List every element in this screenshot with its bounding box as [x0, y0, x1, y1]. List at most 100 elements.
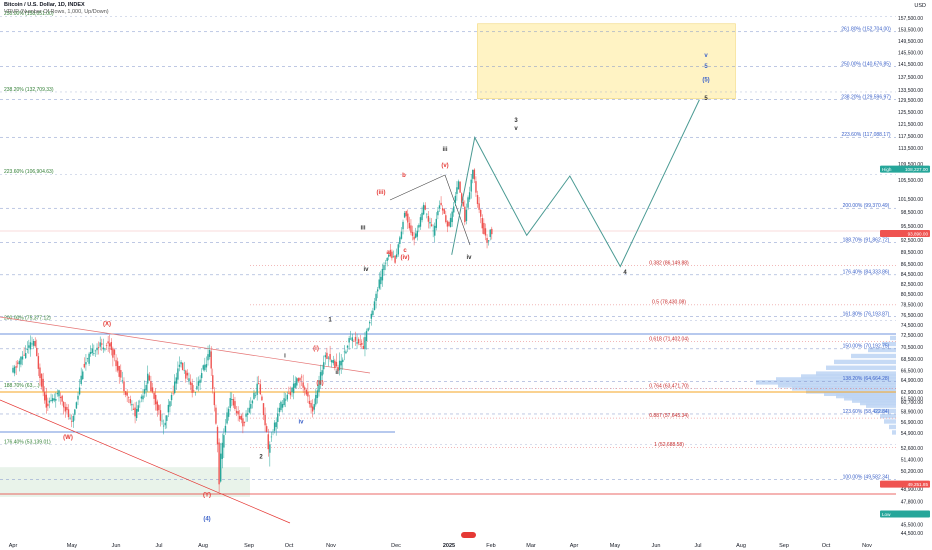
candle-body: [262, 403, 265, 416]
candle-body: [292, 383, 295, 394]
candle-body: [376, 289, 379, 292]
fib-label: 100.00% (49,582.34): [843, 474, 890, 480]
candle-body: [407, 213, 409, 223]
volume-bar: [851, 353, 896, 359]
candle-body: [315, 394, 317, 405]
candle-body: [480, 209, 482, 217]
time-axis-bg: [0, 540, 932, 550]
candle-body: [443, 209, 445, 214]
time-axis[interactable]: Apr May Jun Jul Aug Sep Oct Nov Dec 2025 Feb Mar Apr…: [0, 532, 932, 550]
candle-body: [185, 370, 187, 379]
candle-body: [422, 204, 425, 215]
candle-body: [242, 418, 244, 427]
wave-label: c: [403, 248, 407, 254]
candle-body: [373, 301, 376, 310]
volume-bar: [756, 380, 896, 385]
candle-body: [381, 268, 384, 281]
candle-body: [47, 403, 49, 407]
wave-label: (Y): [203, 493, 211, 499]
price-tick-label: 70,500.00: [901, 345, 923, 351]
price-tick-label: 113,500.00: [898, 146, 923, 152]
candle-body: [237, 411, 239, 415]
candle-body: [429, 221, 431, 224]
time-tick-label: Nov: [326, 543, 336, 549]
candle-body: [39, 367, 41, 379]
volume-bar: [826, 365, 896, 370]
candle-body: [99, 342, 101, 347]
candle-body: [288, 393, 290, 394]
candle-body: [340, 360, 342, 366]
candle-body: [124, 391, 127, 395]
indicator-label[interactable]: VRVP (Number Of Rows, 1,000, Up/Down): [4, 9, 109, 15]
volume-bar: [866, 403, 896, 408]
candle-body: [161, 420, 163, 422]
candle-body: [256, 383, 258, 395]
candle-body: [94, 350, 97, 352]
price-tick-label: 86,500.00: [901, 262, 923, 268]
price-badge-value: 93,890.00: [908, 231, 929, 236]
symbol-title[interactable]: Bitcoin / U.S. Dollar, 1D, INDEX: [4, 2, 85, 8]
candle-body: [91, 348, 93, 353]
wave-label: (W): [63, 435, 73, 441]
candle-body: [153, 392, 155, 399]
candle-body: [139, 401, 141, 403]
fib-label-left: 250.00% (158,051.00): [4, 11, 54, 17]
volume-bar: [874, 408, 896, 414]
target-zone: [0, 23, 736, 497]
candle-body: [472, 169, 474, 179]
candle-body: [85, 362, 87, 365]
candle-body: [69, 417, 71, 419]
candle-body: [123, 381, 125, 392]
candle-body: [475, 181, 477, 193]
time-tick-label: May: [610, 543, 621, 549]
candle-body: [346, 345, 349, 348]
candle-body: [178, 364, 181, 367]
wave-label: 1: [328, 318, 332, 324]
fib-label-left: 200.00% (75,377.12): [4, 315, 51, 321]
candle-body: [213, 392, 216, 406]
candle-body: [310, 403, 312, 408]
wave-label: (v): [441, 163, 448, 169]
candle-body: [131, 404, 133, 406]
time-tick-label: Aug: [736, 543, 746, 549]
volume-bar: [844, 396, 896, 401]
candle-body: [319, 372, 322, 385]
candle-body: [40, 373, 43, 387]
candle-body: [491, 228, 493, 235]
volume-bar: [816, 371, 896, 376]
candle-body: [89, 352, 92, 355]
candle-body: [389, 249, 392, 257]
price-axis-bg: [896, 0, 932, 550]
candle-body: [375, 293, 377, 301]
candle-body: [199, 379, 201, 383]
candle-body: [164, 422, 166, 426]
price-badge: [880, 230, 930, 238]
volume-profile: [756, 335, 896, 435]
candle-body: [174, 381, 176, 394]
price-axis[interactable]: 157,500.00 153,500.00 149,500.00 145,500.00…: [880, 0, 932, 550]
candle-body: [278, 407, 281, 413]
fib-label: 261.80% (152,704.00): [841, 27, 891, 33]
candle-body: [215, 407, 217, 424]
candlesticks[interactable]: [12, 168, 493, 492]
candle-body: [97, 347, 100, 349]
candle-body: [465, 209, 468, 221]
currency-label: USD: [914, 3, 926, 9]
candle-body: [356, 342, 358, 344]
candle-body: [83, 363, 86, 368]
price-tick-label: 145,500.00: [898, 51, 923, 57]
candle-body: [327, 357, 330, 359]
candle-body: [207, 354, 209, 361]
candle-body: [357, 339, 360, 344]
candle-body: [145, 385, 147, 391]
candle-body: [23, 354, 25, 356]
candle-body: [415, 233, 417, 238]
candle-body: [449, 217, 452, 228]
candle-body: [186, 372, 189, 376]
price-tick-label: 78,500.00: [901, 303, 923, 309]
candle-body: [284, 399, 287, 401]
candle-body: [64, 406, 67, 412]
price-tick-label: 44,500.00: [901, 531, 923, 537]
wave-label: iv: [298, 419, 304, 425]
